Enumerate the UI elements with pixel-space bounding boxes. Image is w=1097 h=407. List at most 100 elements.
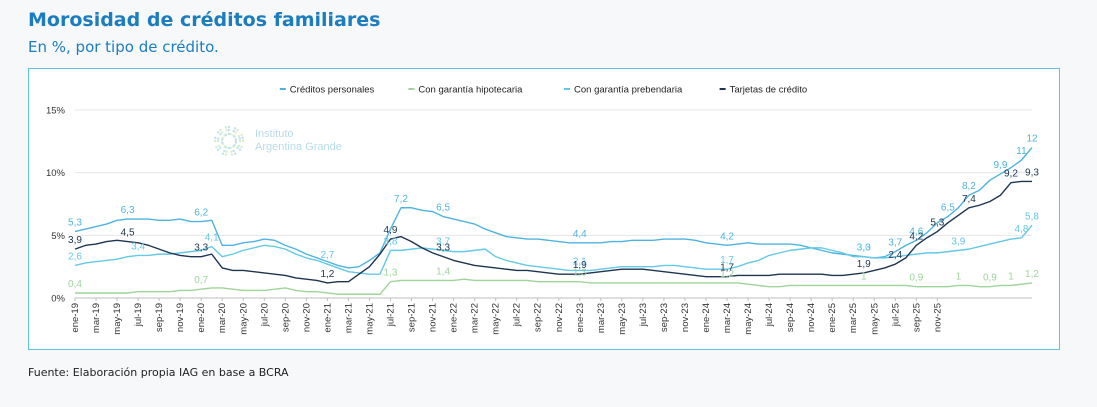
logo-dot xyxy=(238,148,242,151)
logo-dot xyxy=(219,128,222,132)
data-label: 3,7 xyxy=(888,238,902,249)
logo-dot xyxy=(230,150,233,153)
x-tick-label: may-23 xyxy=(617,303,628,335)
logo-dot xyxy=(215,145,218,149)
logo-dot xyxy=(219,132,222,136)
y-tick-label: 5% xyxy=(51,231,65,242)
x-tick-label: nov-20 xyxy=(301,303,312,332)
x-tick-label: ene-21 xyxy=(322,303,333,333)
logo-dot xyxy=(232,145,235,148)
logo-dot xyxy=(233,152,237,155)
x-tick-label: mar-23 xyxy=(596,303,607,333)
logo-dot xyxy=(224,126,228,129)
x-tick-label: jul-25 xyxy=(890,303,901,327)
logo-dot xyxy=(232,149,235,153)
data-label: 4,5 xyxy=(121,228,135,239)
data-label: 4,9 xyxy=(384,225,398,236)
data-label: 7,2 xyxy=(394,194,408,205)
logo-dot xyxy=(224,133,228,136)
logo-dot xyxy=(217,144,221,147)
x-tick-label: may-22 xyxy=(491,303,502,335)
logo-dot xyxy=(227,128,231,132)
logo-dot xyxy=(220,141,224,144)
data-label: 6,3 xyxy=(121,205,135,216)
data-label: 1,2 xyxy=(1025,269,1039,280)
data-label: 4,2 xyxy=(909,231,923,242)
data-label: 3,9 xyxy=(68,235,82,246)
logo-dot xyxy=(234,131,238,134)
x-tick-label: may-20 xyxy=(238,303,249,335)
line-chart: Instituto Argentina Grande 0% 5% 10% 15% en… xyxy=(46,85,1039,335)
legend: Créditos personales Con garantía hipoteca… xyxy=(279,85,807,96)
data-label: 6,5 xyxy=(941,203,955,214)
x-tick-label: ene-20 xyxy=(196,303,207,333)
chart-subtitle: En %, por tipo de crédito. xyxy=(28,38,219,56)
x-tick-label: nov-24 xyxy=(806,303,817,332)
logo-dot xyxy=(233,127,237,130)
series-line-2 xyxy=(74,224,1033,275)
logo-dot xyxy=(229,132,232,136)
logo-dot xyxy=(230,153,234,156)
logo-dot xyxy=(213,139,217,143)
grid xyxy=(75,109,1032,299)
data-label: 2,7 xyxy=(320,250,334,261)
data-labels: 5,36,3 6,27,26,54,4 4,23,3 3,74,66,58,29,91… xyxy=(68,134,1039,290)
data-label: 0,9 xyxy=(909,273,923,284)
logo-dot xyxy=(241,139,245,143)
data-label: 2,6 xyxy=(68,251,82,262)
data-label: 1,2 xyxy=(720,269,734,280)
logo-dot xyxy=(240,133,243,137)
x-tick-label: jul-23 xyxy=(638,303,649,327)
logo-dot xyxy=(240,145,243,149)
x-tick-label: sep-24 xyxy=(785,303,796,332)
y-tick-label: 15% xyxy=(46,106,66,117)
data-label: 1 xyxy=(956,271,962,282)
x-tick-label: jul-20 xyxy=(259,303,270,327)
data-label: 4,8 xyxy=(1015,224,1029,235)
data-label: 3,3 xyxy=(194,243,208,254)
x-tick-label: may-21 xyxy=(364,303,375,335)
x-tick-label: ene-22 xyxy=(449,303,460,333)
logo-text-line1: Instituto xyxy=(255,128,294,140)
data-label: 4,6 xyxy=(909,226,923,237)
x-tick-label: sep-22 xyxy=(533,303,544,332)
x-tick-label: may-19 xyxy=(112,303,123,335)
x-tick-label: mar-20 xyxy=(217,303,228,333)
x-tick-label: nov-19 xyxy=(175,303,186,332)
x-tick-label: nov-22 xyxy=(554,303,565,332)
data-label: 3,3 xyxy=(436,243,450,254)
logo-dot xyxy=(216,131,220,134)
logo-dot xyxy=(223,145,226,148)
logo-dot xyxy=(225,129,228,132)
logo-dot xyxy=(236,128,239,132)
source-note: Fuente: Elaboración propia IAG en base a… xyxy=(28,366,289,379)
x-tick-label: nov-23 xyxy=(680,303,691,332)
data-label: 9,9 xyxy=(993,160,1007,171)
data-label: 6,5 xyxy=(436,203,450,214)
logo-dot xyxy=(217,137,220,140)
logo-dot xyxy=(237,144,241,147)
logo-dot xyxy=(227,125,231,129)
logo-dot xyxy=(233,135,236,138)
data-label: 3,3 xyxy=(857,243,871,254)
data-label: 1,2 xyxy=(320,269,334,280)
x-tick-label: mar-25 xyxy=(848,303,859,333)
logo-text-line2: Argentina Grande xyxy=(255,141,342,153)
logo-dot xyxy=(236,146,239,150)
x-tick-label: ene-25 xyxy=(827,303,838,333)
x-axis: ene-19 mar-19 may-19 jul-19 sep-19 nov-19 ene-… xyxy=(70,298,943,335)
y-tick-label: 0% xyxy=(51,294,65,305)
data-label: 3,7 xyxy=(436,236,450,247)
x-tick-label: sep-23 xyxy=(659,303,670,332)
data-label: 1,4 xyxy=(436,266,450,277)
data-label: 2,4 xyxy=(888,250,902,261)
x-tick-label: mar-24 xyxy=(722,303,733,333)
legend-label: Con garantía prebendaria xyxy=(574,85,683,96)
x-tick-label: mar-21 xyxy=(343,303,354,333)
data-label: 9,3 xyxy=(1025,167,1039,178)
series-line-3 xyxy=(74,180,1032,284)
data-label: 5,3 xyxy=(68,218,82,229)
x-tick-label: nov-21 xyxy=(428,303,439,332)
x-tick-label: nov-25 xyxy=(932,303,943,332)
x-tick-label: ene-23 xyxy=(575,303,586,333)
